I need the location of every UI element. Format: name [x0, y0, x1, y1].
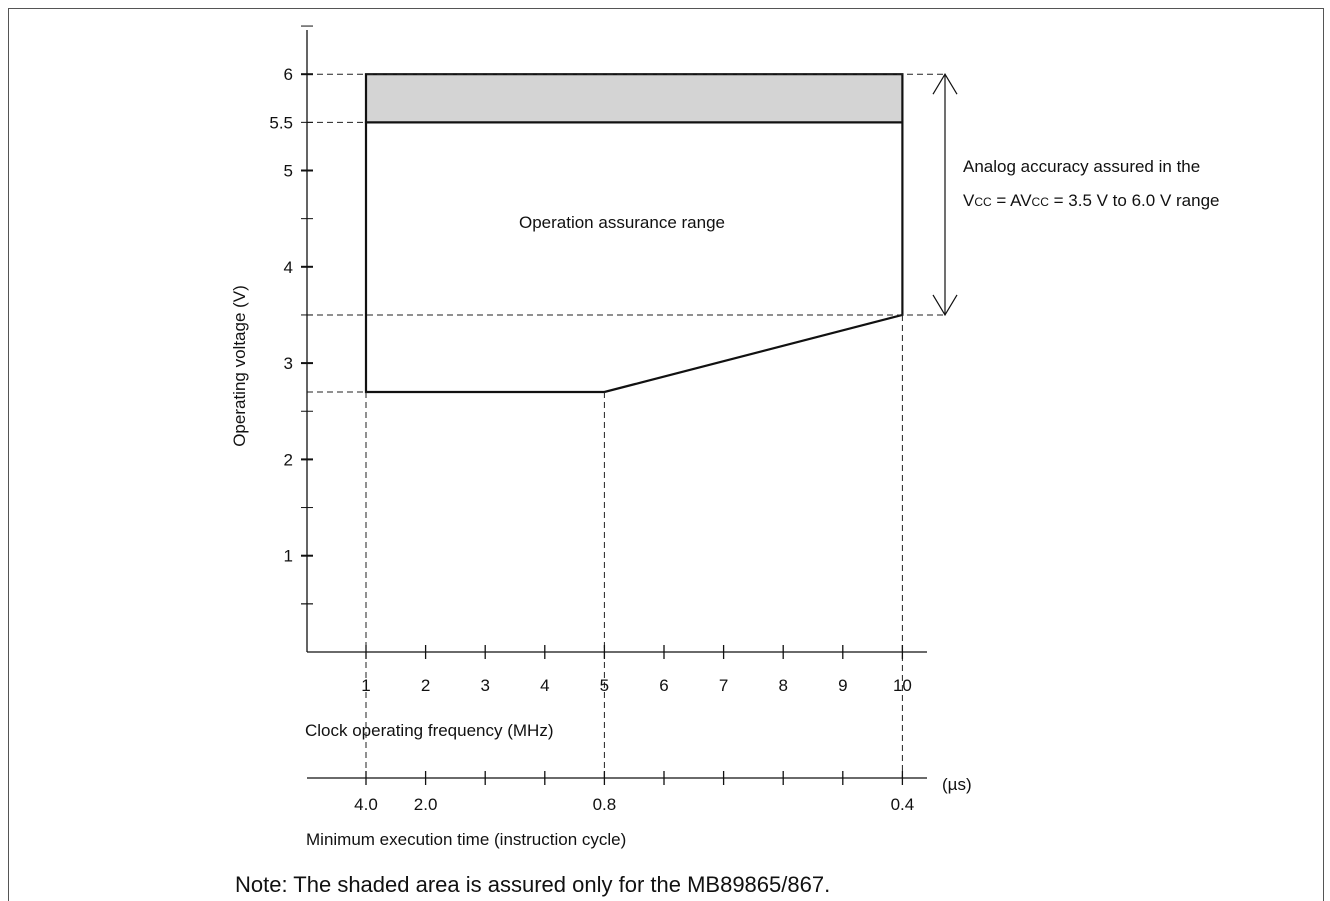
- x-tick-label: 7: [719, 676, 728, 695]
- x-tick-label: 4: [540, 676, 549, 695]
- note-text: Note: The shaded area is assured only fo…: [235, 872, 831, 897]
- secondary-tick-label: 2.0: [414, 795, 438, 814]
- x-tick-label: 9: [838, 676, 847, 695]
- secondary-tick-label: 0.4: [891, 795, 915, 814]
- annotation-text-part: = AV: [992, 191, 1033, 210]
- annotation-subscript: CC: [974, 195, 992, 209]
- operating-range-chart: 1 2 3 4 5 5.5 6 Operating voltage (V) 1 2 3 4 5 6 7 8 9 1…: [230, 25, 1219, 849]
- x-tick-label: 1: [361, 676, 370, 695]
- x-tick-label: 3: [480, 676, 489, 695]
- x-tick-label: 10: [893, 676, 912, 695]
- x-axis-label: Clock operating frequency (MHz): [305, 721, 553, 740]
- secondary-tick-label: 0.8: [593, 795, 617, 814]
- shaded-area: [364, 73, 904, 124]
- range-arrow-head-top: [932, 73, 958, 95]
- y-tick-label: 5.5: [269, 113, 293, 132]
- secondary-axis-label: Minimum execution time (instruction cycl…: [306, 830, 626, 849]
- x-tick-label: 5: [600, 676, 609, 695]
- annotation-subscript: CC: [1032, 195, 1050, 209]
- figure-frame: [8, 8, 1324, 901]
- secondary-tick-label: 4.0: [354, 795, 378, 814]
- annotation-line-2: VCC = AVCC = 3.5 V to 6.0 V range: [963, 191, 1219, 210]
- annotation-text-part: = 3.5 V to 6.0 V range: [1049, 191, 1220, 210]
- region-label: Operation assurance range: [519, 213, 725, 232]
- y-tick-label: 5: [284, 162, 293, 181]
- range-arrow-head-bottom: [932, 294, 958, 317]
- x-tick-label: 6: [659, 676, 668, 695]
- y-axis-label: Operating voltage (V): [230, 285, 249, 447]
- x-tick-label: 2: [421, 676, 430, 695]
- secondary-axis-unit: (µs): [942, 775, 972, 794]
- annotation-text-part: V: [963, 191, 975, 210]
- y-tick-label: 6: [284, 65, 293, 84]
- y-tick-label: 3: [284, 354, 293, 373]
- y-tick-label: 1: [284, 547, 293, 566]
- x-tick-label: 8: [778, 676, 787, 695]
- operation-assurance-region: [364, 121, 904, 394]
- annotation-line-1: Analog accuracy assured in the: [963, 157, 1200, 176]
- y-tick-label: 2: [284, 450, 293, 469]
- y-tick-label: 4: [284, 258, 293, 277]
